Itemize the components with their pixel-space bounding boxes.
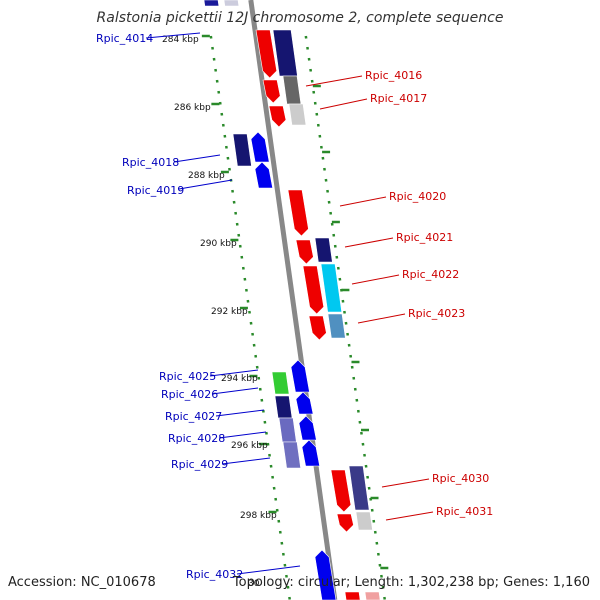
gene-label-rpic-4021: Rpic_4021 (396, 231, 453, 244)
gene-label-line (221, 457, 271, 465)
gene-block (254, 161, 274, 189)
map-title: Ralstonia pickettii 12J chromosome 2, co… (96, 10, 504, 26)
gene-block (271, 371, 290, 395)
gene-label-line (218, 431, 267, 439)
gene-label-line (351, 274, 400, 285)
gene-block (223, 0, 240, 7)
gene-block (348, 465, 370, 511)
gene-label-rpic-4019: Rpic_4019 (127, 184, 184, 197)
scale-label: 30 (248, 579, 260, 589)
gene-block (232, 133, 252, 167)
gene-label-rpic-4025: Rpic_4025 (159, 370, 216, 383)
gene-label-line (381, 478, 430, 488)
gene-block (287, 189, 309, 237)
gene-label-rpic-4029: Rpic_4029 (171, 458, 228, 471)
gene-label-line (211, 387, 259, 395)
scale-label: 286 kbp (174, 103, 211, 113)
gene-block (203, 0, 220, 7)
gene-block (282, 75, 302, 105)
gene-label-rpic-4026: Rpic_4026 (161, 388, 218, 401)
gene-block (295, 239, 314, 265)
gene-label-line (145, 32, 201, 39)
scale-label: 294 kbp (221, 374, 258, 384)
gene-block (302, 265, 325, 315)
gene-block (314, 549, 337, 600)
gene-label-line (236, 565, 301, 575)
gene-label-rpic-4031: Rpic_4031 (436, 505, 493, 518)
gene-label-rpic-4017: Rpic_4017 (370, 92, 427, 105)
gene-block (330, 469, 352, 513)
gene-block (295, 391, 314, 415)
gene-block (288, 103, 307, 126)
gene-label-rpic-4030: Rpic_4030 (432, 472, 489, 485)
gene-block (282, 441, 301, 469)
topology-text: Topology: circular; Length: 1,302,238 bp… (232, 575, 590, 590)
gene-block (250, 131, 270, 163)
gene-block (268, 105, 287, 128)
gene-block (290, 359, 310, 393)
scale-label: 296 kbp (231, 441, 268, 451)
gene-block (344, 591, 361, 600)
gene-label-rpic-4018: Rpic_4018 (122, 156, 179, 169)
gene-label-rpic-4023: Rpic_4023 (408, 307, 465, 320)
scale-label: 292 kbp (211, 307, 248, 317)
gene-label-line (178, 179, 233, 190)
gene-block (298, 415, 317, 441)
gene-label-line (385, 511, 434, 521)
gene-block (336, 513, 354, 533)
gene-block (314, 237, 333, 263)
gene-label-line (305, 75, 363, 87)
gene-block (364, 591, 381, 600)
gene-label-rpic-4027: Rpic_4027 (165, 410, 222, 423)
gene-label-rpic-4022: Rpic_4022 (402, 268, 459, 281)
gene-block (308, 315, 327, 341)
gene-block (355, 511, 373, 531)
gene-label-line (357, 313, 406, 324)
gene-block (255, 29, 278, 79)
scale-label: 284 kbp (162, 35, 199, 45)
gene-block (327, 313, 346, 339)
gene-block (301, 439, 321, 467)
scale-label: 290 kbp (200, 239, 237, 249)
backbone-line (248, 0, 338, 600)
gene-label-rpic-4016: Rpic_4016 (365, 69, 422, 82)
gene-label-rpic-4020: Rpic_4020 (389, 190, 446, 203)
gene-label-line (319, 98, 368, 110)
scale-label: 298 kbp (240, 511, 277, 521)
gene-label-rpic-4014: Rpic_4014 (96, 32, 153, 45)
gene-label-line (173, 154, 221, 163)
gene-label-rpic-4032: Rpic_4032 (186, 568, 243, 581)
gene-label-line (215, 409, 265, 417)
gene-label-line (209, 369, 259, 377)
gene-block (278, 417, 297, 443)
gene-block (272, 29, 298, 77)
scale-label: 288 kbp (188, 171, 225, 181)
gene-label-rpic-4028: Rpic_4028 (168, 432, 225, 445)
gene-block (274, 395, 293, 419)
gene-label-line (339, 196, 387, 207)
gene-block (320, 263, 343, 313)
accession-text: Accession: NC_010678 (8, 575, 156, 590)
gene-block (262, 79, 281, 104)
gene-label-line (344, 237, 394, 248)
